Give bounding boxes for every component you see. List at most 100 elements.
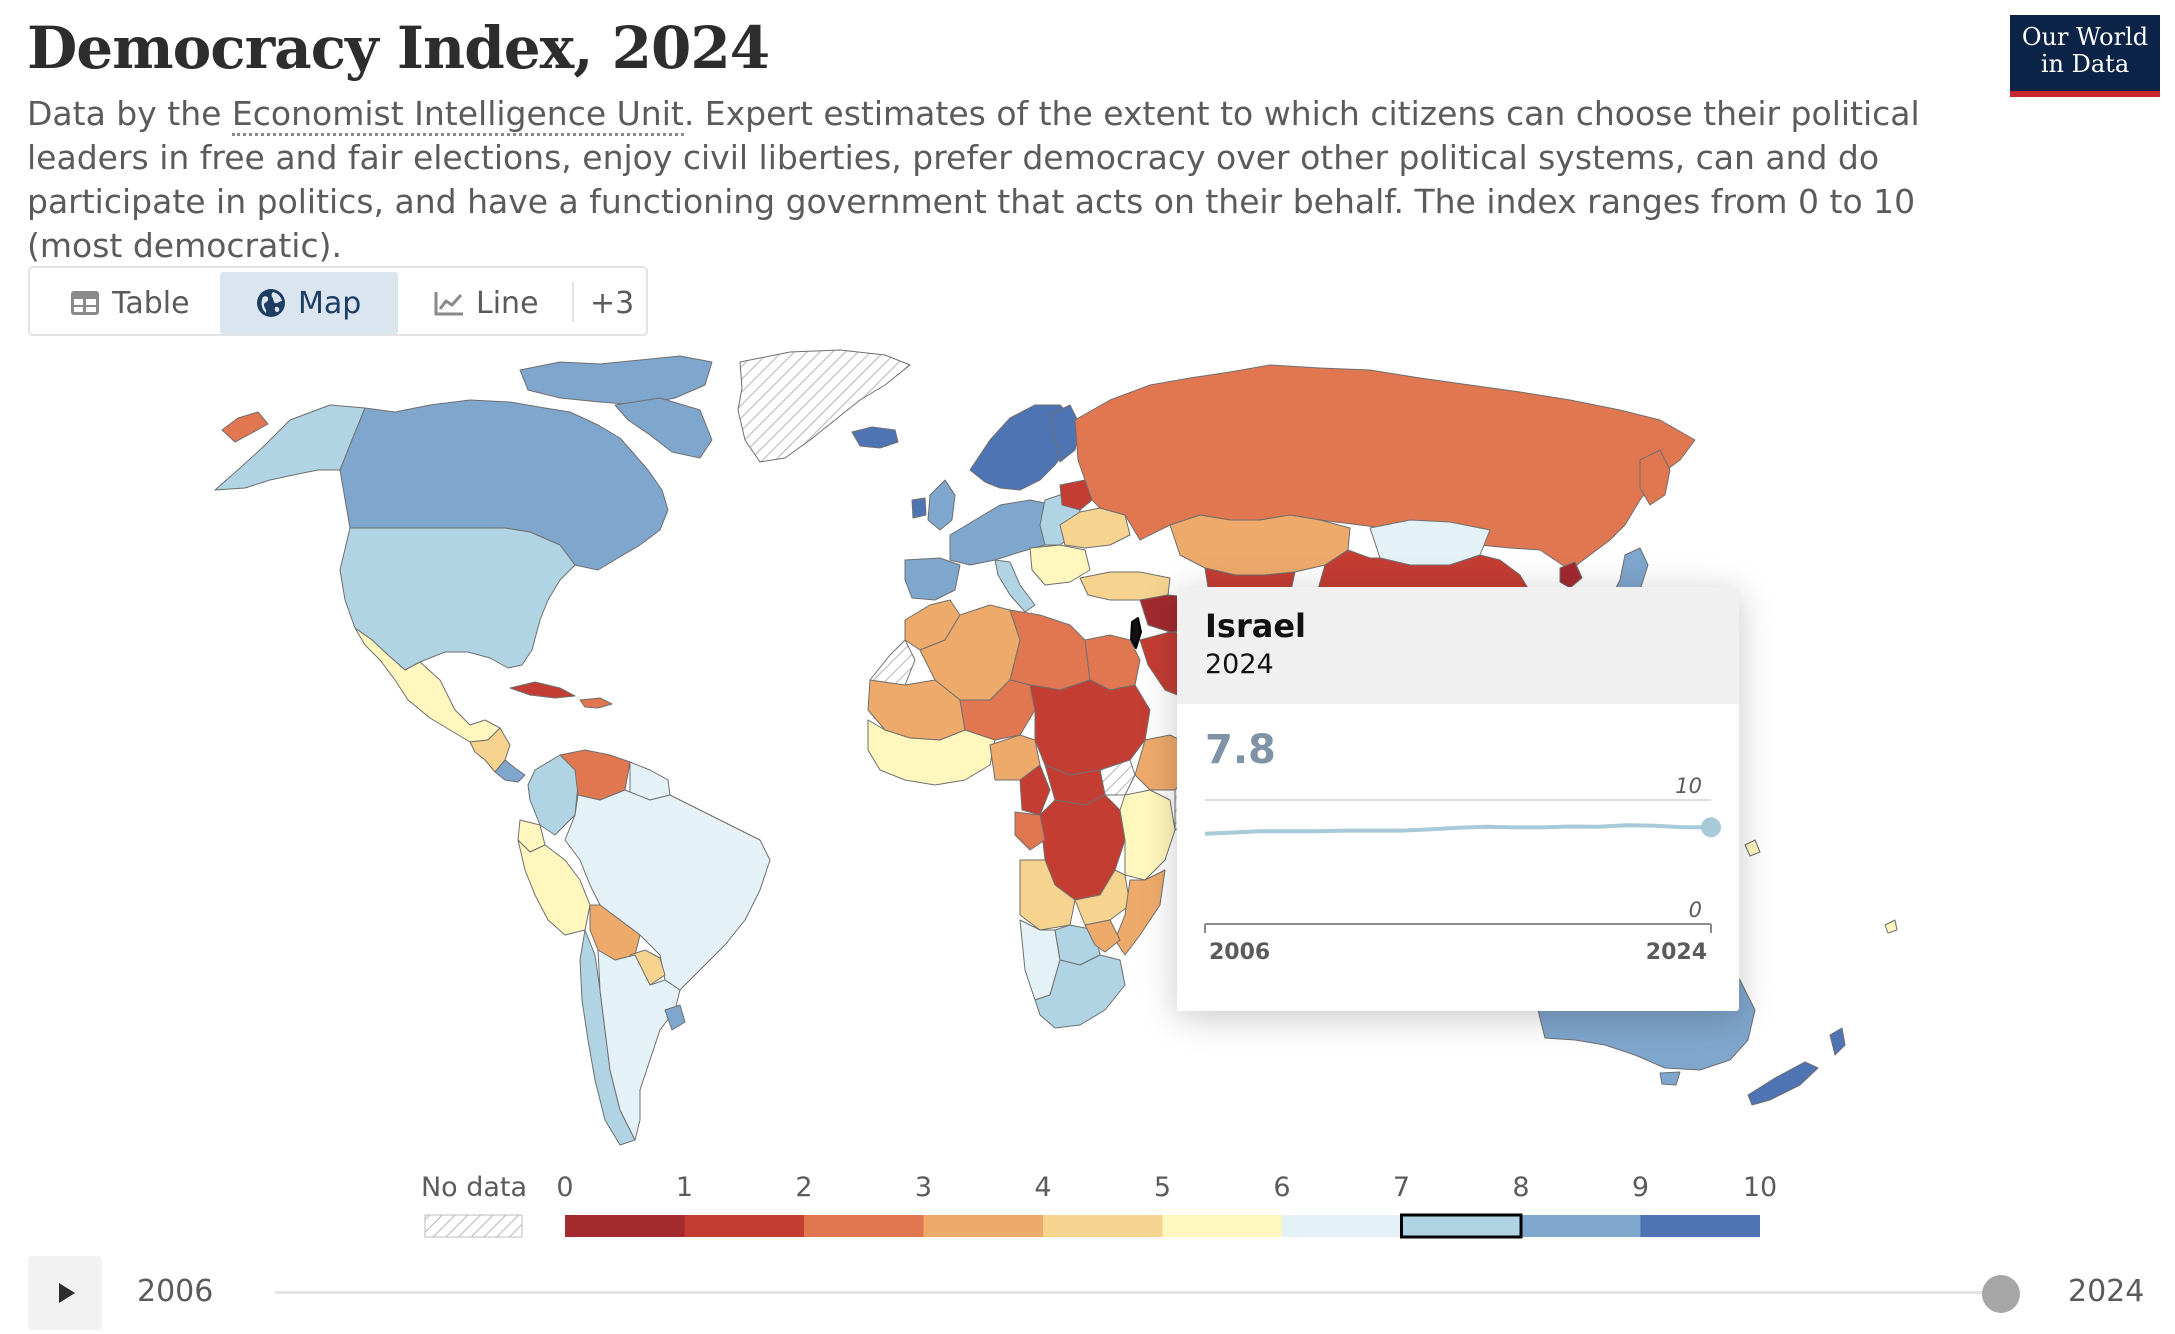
tooltip-header [1177,587,1739,704]
legend-bin-6[interactable] [1282,1215,1402,1237]
legend-tick-label: 9 [1632,1172,1649,1203]
country-haiti-dr[interactable] [579,697,613,709]
west-africa[interactable] [867,719,996,786]
country-peru[interactable] [517,839,591,936]
legend-bin-3[interactable] [923,1215,1044,1237]
country-cameroon[interactable] [1019,764,1051,816]
legend-bin-9[interactable] [1640,1215,1761,1237]
country-israel[interactable] [1130,617,1142,649]
subtitle-rest: . Expert estimates of the extent to whic… [27,94,1920,265]
tab-map[interactable]: Map [220,272,398,334]
subtitle: Data by the Economist Intelligence Unit.… [27,92,1957,268]
source-link[interactable]: Economist Intelligence Unit [231,94,684,136]
legend-tick-label: 4 [1034,1172,1051,1203]
legend-bin-4[interactable] [1043,1215,1163,1237]
country-ukraine[interactable] [1059,507,1131,549]
country-cuba[interactable] [509,681,576,699]
greenland-no-data[interactable] [737,349,911,463]
page-title: Democracy Index, 2024 [27,14,770,82]
country-iceland[interactable] [851,426,899,449]
legend-bin-0[interactable] [565,1215,685,1237]
canada-baffin-island[interactable] [614,397,713,459]
country-argentina[interactable] [597,949,681,1141]
line-chart-icon [434,292,463,316]
country-uruguay[interactable] [664,1004,686,1031]
tab-divider [572,282,574,322]
balkans[interactable] [1029,544,1091,586]
country-chad-sudan[interactable] [1029,679,1151,776]
country-fiji[interactable] [1884,919,1898,934]
legend-tick-label: 8 [1512,1172,1529,1203]
legend-bin-5[interactable] [1162,1215,1283,1237]
legend-no-data-label: No data [421,1172,527,1203]
country-north-korea[interactable] [1559,561,1583,589]
country-new-zealand[interactable] [1829,1027,1846,1056]
spark-x-end-label: 2024 [1646,940,1707,965]
chart-tabs: Table Map Line +3 [28,266,648,336]
timeline-handle[interactable] [1982,1275,2020,1313]
country-russia-west[interactable] [221,411,269,443]
country-kenya-tanzania[interactable] [1119,789,1176,881]
owid-logo[interactable]: Our World in Data [2010,15,2160,97]
table-icon [71,291,99,315]
legend-tick-label: 2 [795,1172,812,1203]
legend-bin-1[interactable] [684,1215,805,1237]
tab-table-label: Table [112,285,190,321]
legend-bin-7[interactable] [1401,1215,1522,1237]
timeline-track[interactable] [275,1291,2000,1294]
pacific-islands[interactable] [1744,839,1761,857]
country-mozambique[interactable] [1114,869,1166,956]
country-zimbabwe[interactable] [1084,919,1121,953]
country-colombia[interactable] [527,754,579,836]
country-spain-portugal[interactable] [904,557,961,601]
legend-tick-label: 3 [915,1172,932,1203]
logo-line1: Our World [2021,23,2149,51]
spark-end-point [1701,817,1721,838]
play-button[interactable] [28,1256,102,1330]
country-uk[interactable] [927,479,956,531]
country-kazakhstan[interactable] [1169,514,1351,576]
play-icon [59,1283,75,1303]
legend-tick-label: 10 [1743,1172,1777,1203]
country-russia[interactable] [1074,364,1696,571]
tab-more-label: +3 [590,285,635,321]
country-turkey[interactable] [1079,571,1171,601]
spark-line [1204,823,1711,836]
tab-table[interactable]: Table [70,272,190,334]
country-italy[interactable] [994,559,1036,613]
tab-map-label: Map [298,285,362,321]
globe-icon [257,289,285,317]
legend-tick-label: 5 [1154,1172,1171,1203]
country-south-africa[interactable] [1034,954,1126,1029]
tooltip-country: Israel [1205,607,1306,645]
legend-tick-label: 0 [556,1172,573,1203]
legend-highlight [1400,1213,1523,1239]
legend-bin-2[interactable] [804,1215,924,1237]
legend-bin-8[interactable] [1521,1215,1641,1237]
legend-no-data-swatch[interactable] [424,1214,523,1238]
country-libya[interactable] [1009,609,1091,691]
tab-more[interactable]: +3 [590,272,634,334]
country-brazil[interactable] [564,789,771,991]
country-angola[interactable] [1019,859,1076,931]
timeline-start-label: 2006 [137,1274,214,1309]
tooltip-value: 7.8 [1205,727,1276,773]
country-ireland[interactable] [911,497,927,519]
country-gabon-congo[interactable] [1014,811,1046,851]
tooltip-sparkline: 10 0 2006 2024 [1204,775,1721,965]
legend-tick-label: 7 [1393,1172,1410,1203]
country-costa-rica-panama[interactable] [494,759,526,783]
logo-line2: in Data [2040,50,2130,78]
world-map [214,349,1898,1146]
canada-arctic-islands[interactable] [519,355,713,406]
country-tasmania[interactable] [1659,1071,1681,1086]
country-belarus[interactable] [1059,479,1093,511]
tab-line[interactable]: Line [434,272,539,334]
spark-y-min-label: 0 [1689,898,1702,922]
timeline-end-label: 2024 [2068,1274,2145,1309]
legend-tick-label: 1 [676,1172,693,1203]
spark-x-start-label: 2006 [1209,940,1270,965]
russia-kamchatka[interactable] [1639,449,1671,506]
country-new-zealand-south[interactable] [1747,1061,1819,1106]
country-tooltip: Israel 2024 7.8 10 0 2006 2024 [1177,587,1739,1011]
